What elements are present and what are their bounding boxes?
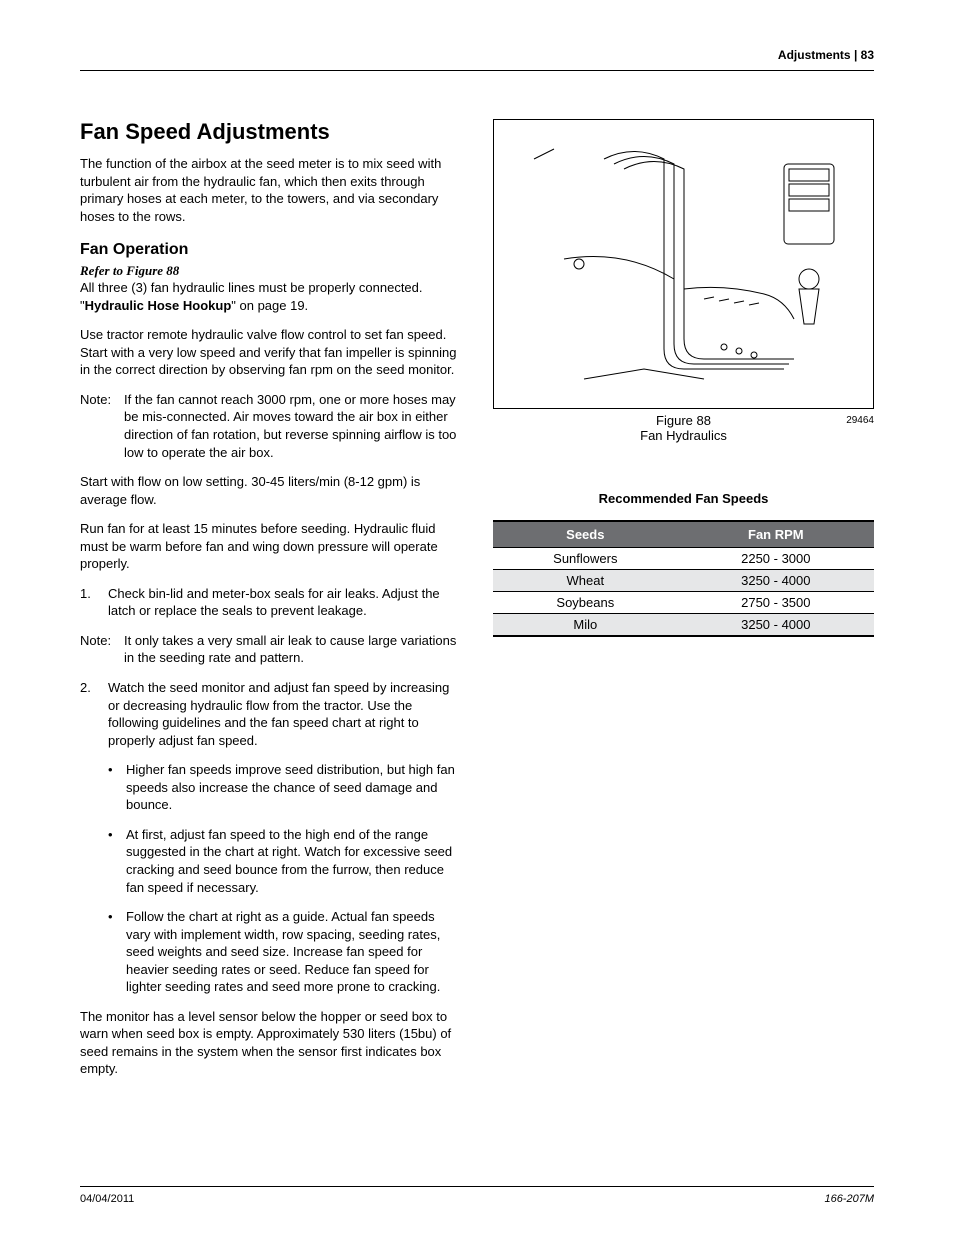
bullet-item: • Follow the chart at right as a guide. … <box>108 908 461 996</box>
fan-speed-table: Seeds Fan RPM Sunflowers 2250 - 3000 Whe… <box>493 520 874 637</box>
bullet-text: Higher fan speeds improve seed distribut… <box>126 761 461 814</box>
table-row: Milo 3250 - 4000 <box>493 614 874 637</box>
flow-control-paragraph: Use tractor remote hydraulic valve flow … <box>80 326 461 379</box>
table-row: Wheat 3250 - 4000 <box>493 570 874 592</box>
hydraulic-lines-paragraph: All three (3) fan hydraulic lines must b… <box>80 279 461 314</box>
bullet-item: • At first, adjust fan speed to the high… <box>108 826 461 896</box>
header-page: 83 <box>861 48 874 62</box>
sensor-paragraph: The monitor has a level sensor below the… <box>80 1008 461 1078</box>
table-cell-rpm: 2250 - 3000 <box>678 548 874 570</box>
note-text: It only takes a very small air leak to c… <box>124 632 461 667</box>
note-label: Note: <box>80 391 124 461</box>
para1-part-c: " on page 19. <box>231 298 308 313</box>
step-text: Check bin-lid and meter-box seals for ai… <box>108 585 461 620</box>
bullet-list: • Higher fan speeds improve seed distrib… <box>108 761 461 996</box>
note-rpm: Note: If the fan cannot reach 3000 rpm, … <box>80 391 461 461</box>
header-divider-bar: | <box>854 48 861 62</box>
table-header-rpm: Fan RPM <box>678 521 874 548</box>
table-cell-seed: Wheat <box>493 570 678 592</box>
note-airleak: Note: It only takes a very small air lea… <box>80 632 461 667</box>
table-title: Recommended Fan Speeds <box>493 491 874 506</box>
footer-date: 04/04/2011 <box>80 1193 134 1205</box>
fan-operation-heading: Fan Operation <box>80 241 461 259</box>
table-header-seeds: Seeds <box>493 521 678 548</box>
warmup-paragraph: Run fan for at least 15 minutes before s… <box>80 520 461 573</box>
table-cell-seed: Milo <box>493 614 678 637</box>
note-label: Note: <box>80 632 124 667</box>
left-column: Fan Speed Adjustments The function of th… <box>80 119 461 1090</box>
figure-box <box>493 119 874 409</box>
bullet-marker: • <box>108 761 126 814</box>
step-text: Watch the seed monitor and adjust fan sp… <box>108 679 461 749</box>
figure-id: 29464 <box>846 415 874 426</box>
figure-reference: Refer to Figure 88 <box>80 263 461 279</box>
bullet-item: • Higher fan speeds improve seed distrib… <box>108 761 461 814</box>
bullet-marker: • <box>108 908 126 996</box>
right-column: Figure 88 29464 Fan Hydraulics Recommend… <box>493 119 874 1090</box>
table-row: Sunflowers 2250 - 3000 <box>493 548 874 570</box>
step-number: 1. <box>80 585 108 620</box>
step-1: 1. Check bin-lid and meter-box seals for… <box>80 585 461 620</box>
note-text: If the fan cannot reach 3000 rpm, one or… <box>124 391 461 461</box>
header-rule <box>80 70 874 71</box>
table-row: Soybeans 2750 - 3500 <box>493 592 874 614</box>
bullet-text: Follow the chart at right as a guide. Ac… <box>126 908 461 996</box>
table-cell-seed: Soybeans <box>493 592 678 614</box>
table-cell-rpm: 3250 - 4000 <box>678 614 874 637</box>
step-2: 2. Watch the seed monitor and adjust fan… <box>80 679 461 749</box>
page-title: Fan Speed Adjustments <box>80 119 461 145</box>
table-header-row: Seeds Fan RPM <box>493 521 874 548</box>
table-cell-rpm: 3250 - 4000 <box>678 570 874 592</box>
page-footer: 04/04/2011 166-207M <box>80 1186 874 1205</box>
flow-setting-paragraph: Start with flow on low setting. 30-45 li… <box>80 473 461 508</box>
fan-hydraulics-diagram <box>504 129 864 399</box>
step-number: 2. <box>80 679 108 749</box>
hose-hookup-link[interactable]: Hydraulic Hose Hookup <box>85 298 232 313</box>
page-header: Adjustments | 83 <box>80 48 874 62</box>
table-cell-seed: Sunflowers <box>493 548 678 570</box>
table-cell-rpm: 2750 - 3500 <box>678 592 874 614</box>
footer-doc-id: 166-207M <box>824 1193 874 1205</box>
figure-label: Figure 88 <box>656 413 711 428</box>
table-body: Sunflowers 2250 - 3000 Wheat 3250 - 4000… <box>493 548 874 637</box>
figure-caption-row: Figure 88 29464 <box>493 413 874 428</box>
figure-title: Fan Hydraulics <box>493 428 874 443</box>
intro-paragraph: The function of the airbox at the seed m… <box>80 155 461 225</box>
header-section: Adjustments <box>778 48 851 62</box>
main-content: Fan Speed Adjustments The function of th… <box>80 119 874 1090</box>
bullet-text: At first, adjust fan speed to the high e… <box>126 826 461 896</box>
bullet-marker: • <box>108 826 126 896</box>
